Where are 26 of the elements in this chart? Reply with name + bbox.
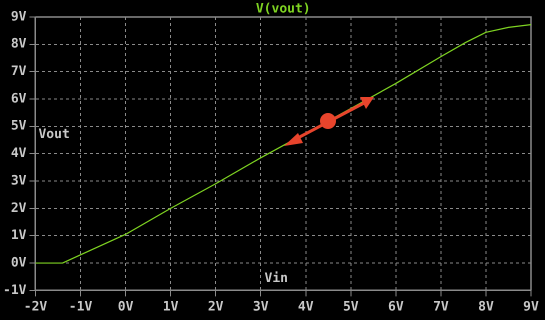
- x-tick-label: 5V: [342, 300, 359, 315]
- y-tick-label: 5V: [10, 118, 27, 134]
- x-tick-label: 0V: [118, 300, 134, 315]
- y-tick-label: 4V: [10, 146, 27, 162]
- y-tick-label: 2V: [10, 200, 27, 216]
- y-tick-label: 1V: [10, 228, 27, 244]
- x-tick-label: 7V: [433, 300, 449, 315]
- y-tick-label: -1V: [2, 282, 27, 298]
- y-tick-label: 9V: [10, 9, 27, 24]
- y-tick-label: 6V: [10, 91, 27, 106]
- x-tick-label: 8V: [478, 300, 494, 315]
- x-tick-label: -2V: [24, 300, 48, 315]
- x-tick-label: -1V: [68, 300, 92, 315]
- x-tick-label: 3V: [252, 300, 269, 315]
- y-tick-label: 7V: [10, 64, 27, 80]
- x-tick-label: 1V: [162, 300, 179, 315]
- x-tick-label: 4V: [298, 300, 314, 315]
- x-tick-label: 9V: [523, 300, 539, 315]
- y-tick-label: 8V: [10, 36, 27, 52]
- x-axis-title: Vin: [264, 270, 288, 286]
- chart-title: V(vout): [256, 1, 311, 16]
- y-tick-label: 3V: [10, 173, 27, 188]
- y-tick-label: 0V: [10, 255, 27, 270]
- x-tick-label: 2V: [208, 300, 224, 315]
- x-tick-label: 6V: [388, 300, 404, 315]
- y-axis-title: Vout: [38, 126, 70, 142]
